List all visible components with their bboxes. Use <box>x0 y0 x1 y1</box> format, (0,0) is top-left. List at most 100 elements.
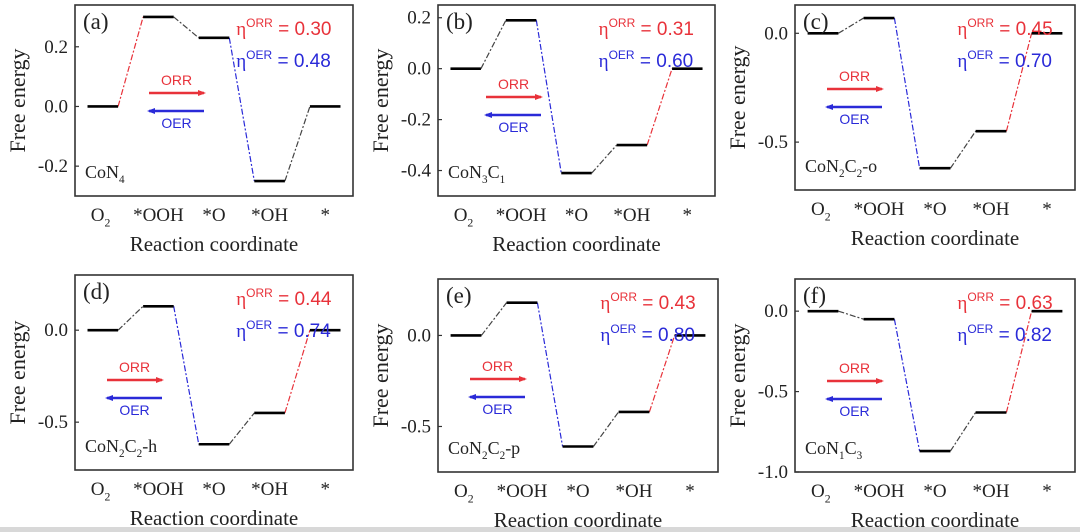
x-tick-label: *O <box>202 205 225 226</box>
connector-neutral <box>117 305 144 331</box>
panel-a: -0.2 0.0 0.2 Free energy O2 *OOH *O *OH * Reactio… <box>5 4 354 256</box>
y-tick-label: -0.5 <box>758 382 788 403</box>
x-tick-label: O2 <box>91 479 111 503</box>
x-tick-label: O2 <box>454 205 474 229</box>
y-axis-label: Free energy <box>5 48 30 152</box>
x-tick-label: *OH <box>613 205 650 226</box>
plot-frame <box>74 4 354 197</box>
x-axis-label: Reaction coordinate <box>130 232 299 256</box>
y-tick-label: -0.4 <box>401 161 432 182</box>
y-axis-label: Free energy <box>725 45 750 149</box>
oer-arrow-label: OER <box>839 111 869 127</box>
eta-orr-label: ηORR = 0.31 <box>599 16 694 40</box>
x-tick-label: *OOH <box>133 205 184 226</box>
catalyst-label: CoN2C2-h <box>85 436 157 460</box>
orr-arrow-label: ORR <box>482 358 513 374</box>
y-tick-label: 0.0 <box>764 23 788 44</box>
panel-letter: (e) <box>446 283 472 308</box>
connector-oer <box>228 37 255 182</box>
y-axis-label: Free energy <box>368 323 393 427</box>
x-tick-label: *OOH <box>497 481 548 502</box>
y-tick-label: -0.2 <box>401 110 431 131</box>
x-tick-label: * <box>1042 481 1052 502</box>
eta-oer-label: ηOER = 0.70 <box>957 48 1052 72</box>
x-tick-label: O2 <box>811 481 831 505</box>
x-axis-label: Reaction coordinate <box>492 232 661 256</box>
orr-arrow-label: ORR <box>498 76 529 92</box>
connector-orr <box>117 16 144 107</box>
oer-arrow-label: OER <box>482 401 512 417</box>
x-axis-label: Reaction coordinate <box>851 226 1020 250</box>
plot-frame <box>794 278 1076 473</box>
connector-oer <box>893 17 921 169</box>
y-tick-label: 0.2 <box>44 37 68 58</box>
oer-arrow-label: OER <box>839 403 869 419</box>
x-tick-label: *OH <box>251 479 288 500</box>
panel-letter: (d) <box>83 279 110 304</box>
eta-orr-label: ηORR = 0.63 <box>957 290 1052 314</box>
y-tick-label: 0.0 <box>44 320 68 341</box>
y-tick-label: -0.5 <box>38 412 68 433</box>
eta-oer-label: ηOER = 0.74 <box>236 318 331 342</box>
plot-frame <box>794 4 1076 191</box>
x-tick-label: *OOH <box>854 199 905 220</box>
connector-neutral <box>228 412 255 445</box>
connector-neutral <box>592 411 620 447</box>
x-tick-label: *O <box>923 199 946 220</box>
orr-arrow-label: ORR <box>119 359 150 375</box>
x-tick-label: O2 <box>454 481 474 505</box>
x-tick-label: O2 <box>811 199 831 223</box>
x-tick-label: *O <box>565 205 588 226</box>
connector-orr <box>1005 311 1033 413</box>
catalyst-label: CoN3C1 <box>448 162 505 186</box>
connector-oer <box>535 20 562 174</box>
panel-letter: (a) <box>83 9 109 34</box>
y-tick-label: -1.0 <box>758 462 788 483</box>
eta-oer-label: ηOER = 0.80 <box>600 322 695 346</box>
plot-frame <box>437 4 716 197</box>
orr-arrow-label: ORR <box>161 72 192 88</box>
x-axis-label: Reaction coordinate <box>130 506 299 530</box>
oer-arrow-label: OER <box>119 402 149 418</box>
connector-neutral <box>838 17 864 34</box>
catalyst-label: CoN2C2-p <box>448 438 520 462</box>
x-tick-label: *OOH <box>854 481 905 502</box>
x-tick-label: * <box>1042 199 1052 220</box>
eta-orr-label: ηORR = 0.45 <box>957 16 1052 40</box>
plot-frame <box>74 274 354 471</box>
panel-d: -0.5 0.0 Free energy O2 *OOH *O *OH * Reaction c… <box>5 274 354 530</box>
x-tick-label: *OH <box>973 199 1010 220</box>
connector-oer <box>173 306 200 445</box>
bottom-rule <box>0 527 1080 532</box>
x-tick-label: *OH <box>973 481 1010 502</box>
y-axis-label: Free energy <box>725 323 750 427</box>
y-tick-label: 0.0 <box>44 96 68 117</box>
panel-letter: (f) <box>803 283 826 308</box>
x-tick-label: *O <box>202 479 225 500</box>
y-tick-label: 0.0 <box>407 325 431 346</box>
catalyst-label: CoN4 <box>85 162 125 186</box>
orr-arrow-label: ORR <box>839 360 870 376</box>
eta-orr-label: ηORR = 0.43 <box>600 290 695 314</box>
connector-neutral <box>284 106 311 182</box>
connector-orr <box>648 335 676 413</box>
connector-oer <box>536 302 564 447</box>
y-tick-label: 0.0 <box>764 301 788 322</box>
catalyst-label: CoN2C2-o <box>805 156 877 180</box>
panel-letter: (b) <box>446 9 473 34</box>
connector-orr <box>646 68 673 146</box>
eta-oer-label: ηOER = 0.82 <box>957 322 1052 346</box>
x-tick-label: *O <box>923 481 946 502</box>
eta-orr-label: ηORR = 0.44 <box>236 286 332 310</box>
connector-orr <box>1005 33 1033 132</box>
x-tick-label: *OH <box>616 481 653 502</box>
connector-neutral <box>838 310 864 320</box>
plot-frame <box>437 278 719 473</box>
x-tick-label: O2 <box>91 205 111 229</box>
x-tick-label: *OOH <box>133 479 184 500</box>
eta-orr-label: ηORR = 0.30 <box>236 16 331 40</box>
y-tick-label: -0.2 <box>38 156 68 177</box>
y-axis-label: Free energy <box>5 320 30 424</box>
